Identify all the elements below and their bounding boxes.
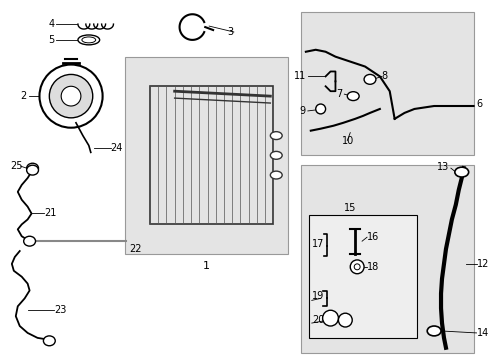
Ellipse shape (81, 37, 96, 43)
Circle shape (353, 264, 359, 270)
Ellipse shape (26, 163, 39, 173)
Ellipse shape (427, 326, 440, 336)
Circle shape (61, 86, 81, 106)
Text: 21: 21 (44, 208, 57, 217)
Ellipse shape (454, 167, 468, 177)
Text: 23: 23 (54, 305, 66, 315)
Text: 19: 19 (311, 292, 324, 301)
Text: 7: 7 (335, 89, 342, 99)
Text: 22: 22 (129, 244, 142, 254)
Circle shape (338, 313, 351, 327)
Text: 18: 18 (366, 262, 379, 272)
Text: 5: 5 (48, 35, 54, 45)
Circle shape (322, 310, 338, 326)
Circle shape (349, 260, 364, 274)
Circle shape (40, 64, 102, 128)
Ellipse shape (43, 336, 55, 346)
Text: 15: 15 (344, 203, 356, 213)
Text: 1: 1 (203, 261, 209, 271)
Bar (300, 165, 472, 353)
Text: 12: 12 (476, 259, 488, 269)
Ellipse shape (78, 35, 100, 45)
Text: 11: 11 (293, 71, 305, 81)
Bar (300, 12, 472, 155)
Text: 13: 13 (436, 162, 448, 172)
Ellipse shape (23, 236, 36, 246)
Circle shape (315, 104, 325, 114)
Text: 6: 6 (476, 99, 482, 109)
Text: 3: 3 (227, 27, 233, 37)
Text: 24: 24 (110, 143, 122, 153)
Circle shape (49, 75, 93, 118)
Ellipse shape (270, 152, 282, 159)
Ellipse shape (346, 92, 358, 100)
Text: 25: 25 (10, 161, 22, 171)
Ellipse shape (270, 132, 282, 140)
Text: 20: 20 (311, 315, 324, 325)
Text: 8: 8 (381, 71, 387, 81)
Ellipse shape (26, 165, 39, 175)
Ellipse shape (364, 75, 375, 84)
Text: 9: 9 (299, 106, 305, 116)
Bar (308, 215, 416, 338)
Ellipse shape (270, 171, 282, 179)
Text: 2: 2 (20, 91, 26, 101)
Text: 4: 4 (48, 19, 54, 29)
Bar (125, 57, 287, 254)
Text: 17: 17 (311, 239, 324, 249)
Text: 16: 16 (366, 232, 379, 242)
Text: 14: 14 (476, 328, 488, 338)
Text: 10: 10 (342, 135, 354, 145)
